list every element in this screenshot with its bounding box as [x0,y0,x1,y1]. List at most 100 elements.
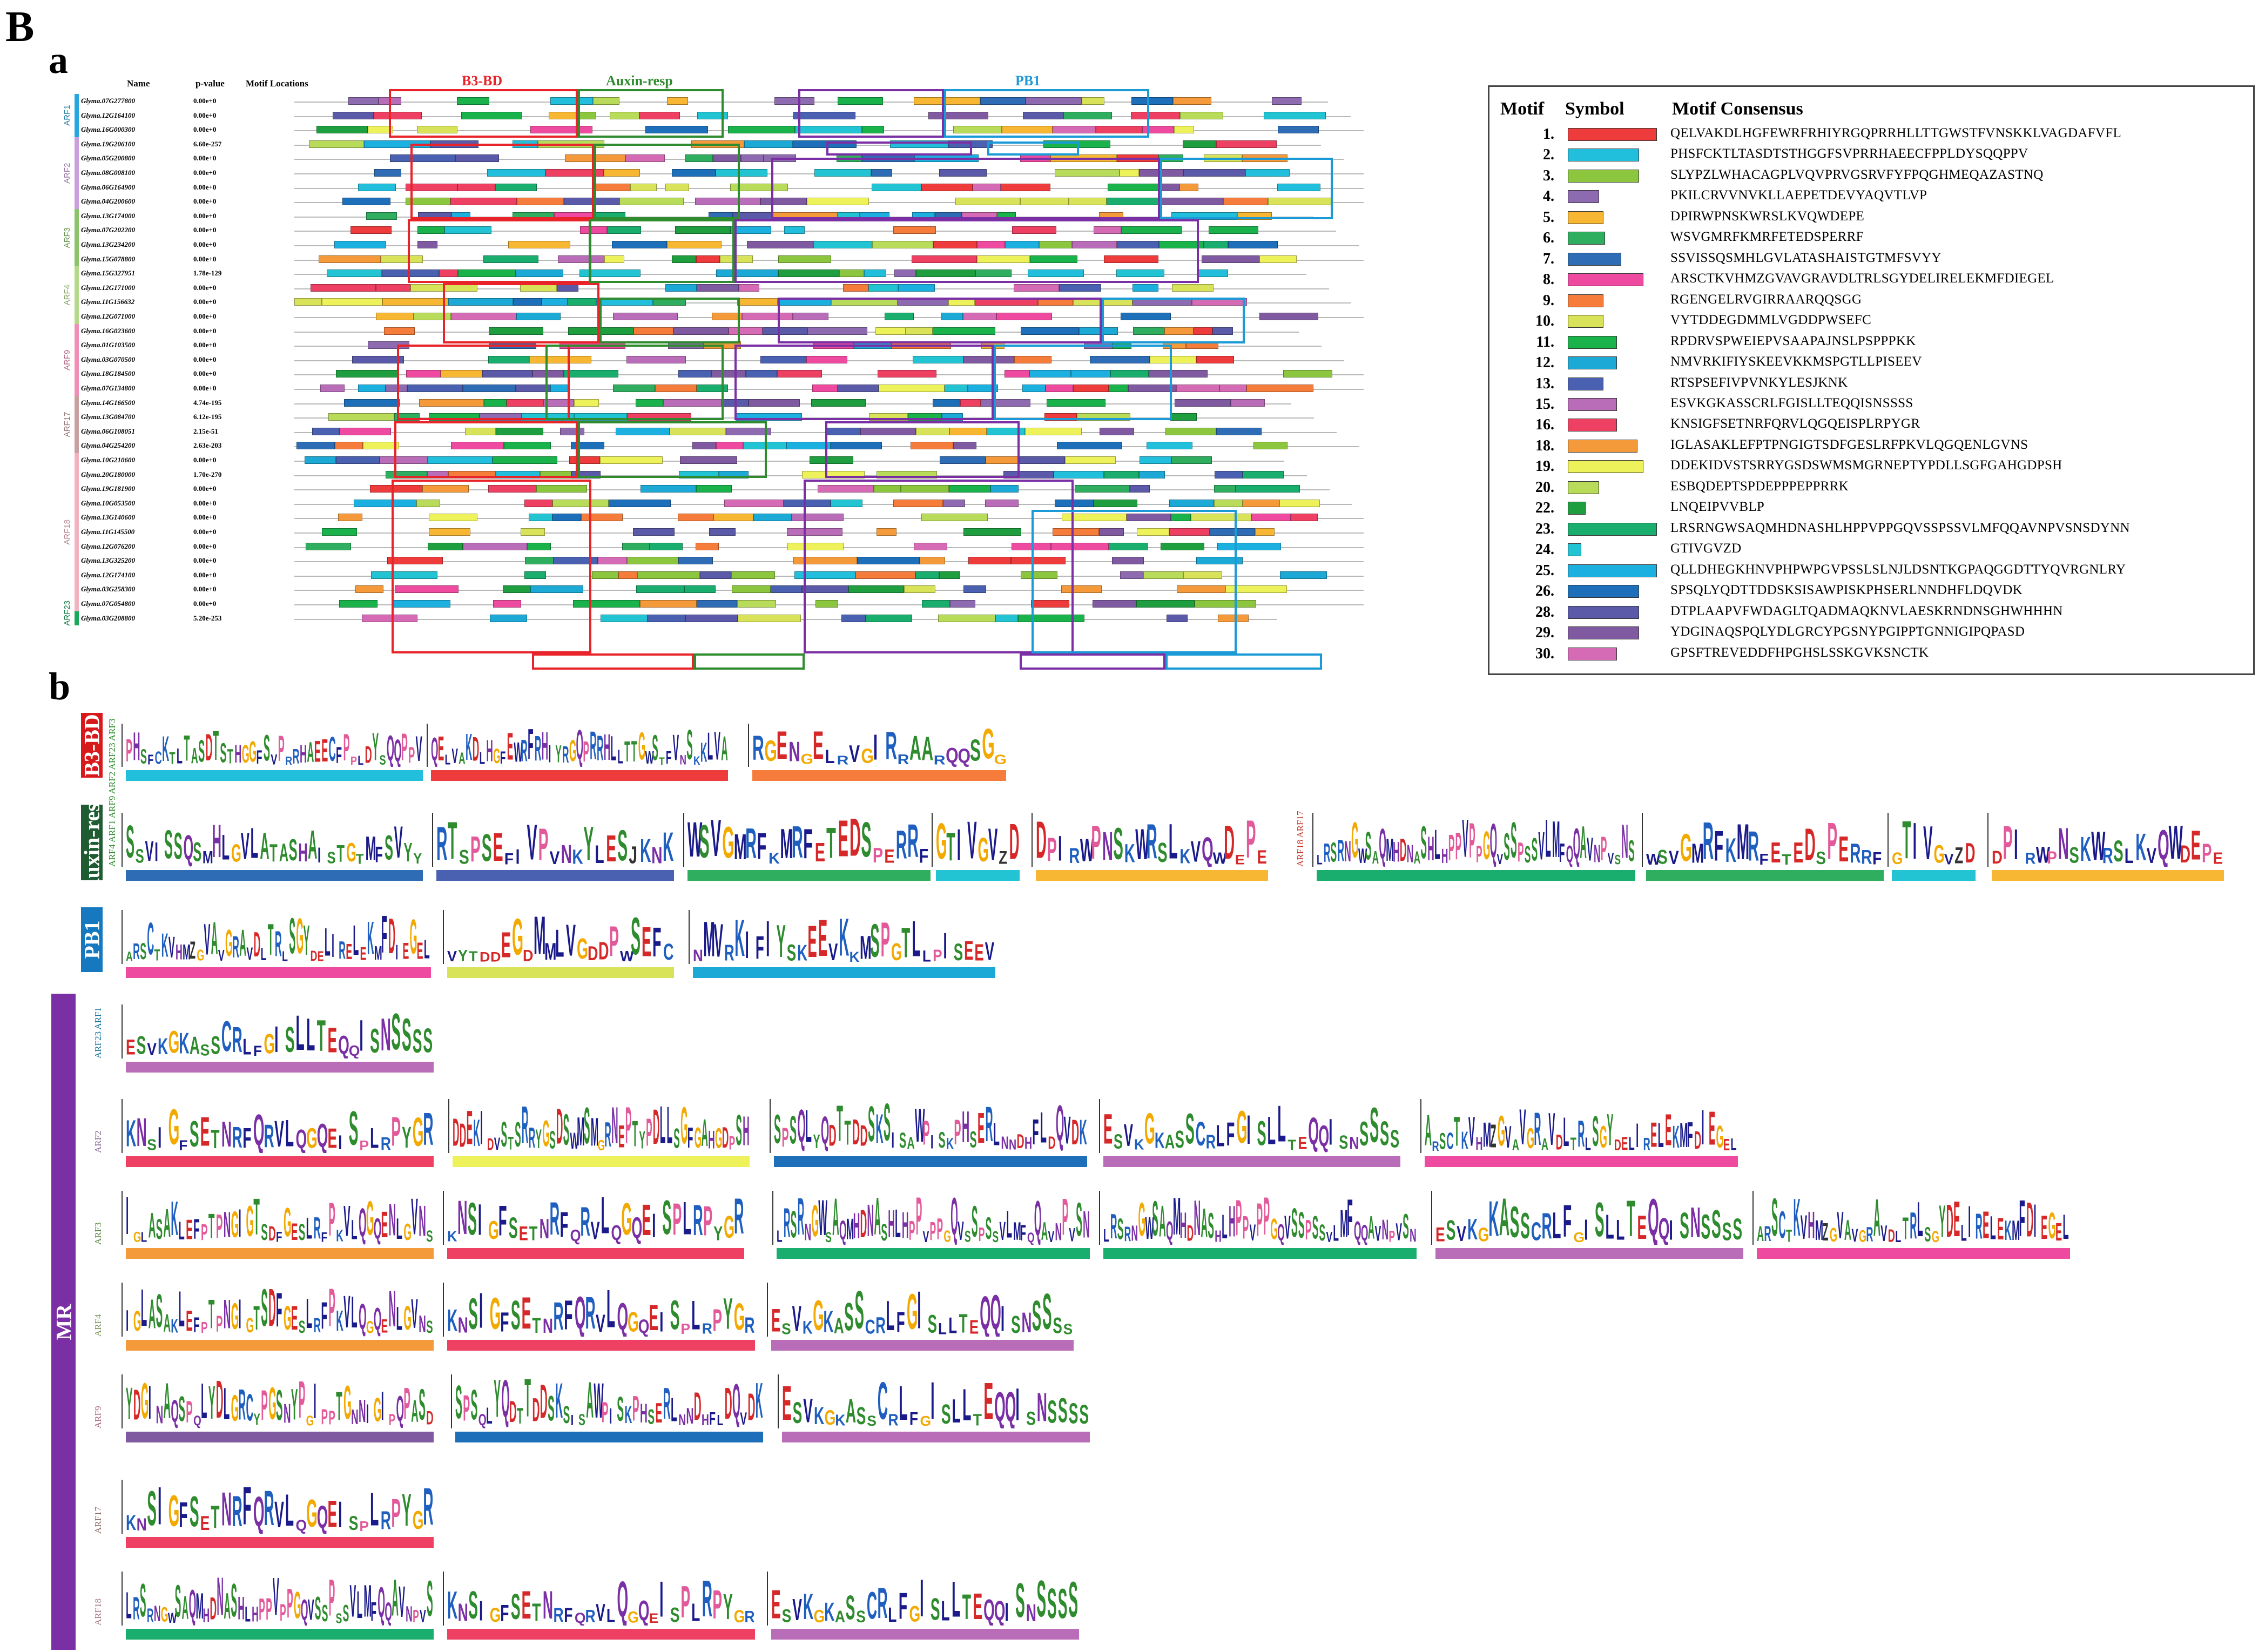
logo-letter: D [133,1380,141,1428]
logo-letter: M [1172,1191,1181,1245]
logo-letter: R [895,824,907,867]
logo-letter: G [715,1121,723,1153]
logo-letter: H [1441,844,1448,867]
gene-name: Glyma.19G181900 [81,484,136,493]
logo-letter: S [510,1292,521,1337]
logo-letter: N [1021,1306,1032,1337]
logo-letter: L [178,1216,185,1245]
logo-letter: S [220,738,227,767]
logo-letter: C [866,1584,878,1626]
logo-letter: C [1195,1116,1206,1153]
logo-letter: Q [394,733,402,767]
logo-letter: S [617,820,628,867]
motif-symbol [1568,377,1603,390]
motif-block [874,485,901,493]
motif-block [868,284,898,292]
domain-box [599,298,740,343]
logo-letter: L [126,1583,132,1626]
logo-letter: Q [1277,1218,1285,1245]
logo-letter: Z [1490,1118,1496,1153]
logo-letter: E [360,943,367,964]
motif-block [1063,111,1112,119]
logo-letter: P [1448,825,1455,867]
logo-letter: R [285,754,293,767]
motif-block [529,355,591,363]
logo-letter: G [920,1413,932,1428]
motif-block [1175,399,1231,407]
logo-letter: T [508,1132,514,1153]
logo-letter: K [367,912,374,964]
motif-block [872,183,921,191]
domain-box [825,421,1020,478]
motif-block [322,298,382,306]
logo-letter: S [508,1213,518,1245]
motif-block [1150,355,1196,363]
motif-block [920,557,945,565]
motif-block [737,298,778,306]
logo-letter: R [232,1121,242,1153]
motif-block [1031,600,1069,608]
motif-block [784,499,831,507]
motif-block [1204,241,1228,248]
logo-letter: G [268,1378,277,1428]
logo-letter: K [663,822,674,867]
logo-letter: K [769,849,780,867]
logo-letter: L [351,1214,358,1245]
logo-letter: H [298,838,308,867]
logo-letter: L [223,1378,230,1428]
logo-letter: V [958,1215,964,1245]
logo-letter: H [212,816,221,867]
logo-letter: S [467,1195,477,1245]
logo-letter: L [306,1290,313,1337]
motif-block [815,600,838,608]
logo-letter: S [868,1099,875,1153]
logo-letter: G [133,1229,141,1245]
logo-letter: S [1175,1127,1184,1153]
logo-letter: M [859,928,872,964]
motif-block [1251,514,1291,522]
logo-letter: H [1229,1195,1236,1245]
motif-block [713,154,741,163]
logo-letter: G [694,1121,702,1153]
logo-letter: L [1628,1134,1635,1153]
logo-letter: G [249,735,257,767]
domain-box [987,141,1079,156]
logo-letter: L [423,934,430,964]
logo-letter: T [1782,851,1791,867]
logo-letter: G [994,752,1007,767]
motif-consensus: LRSRNGWSAQMHDNASHLHPPVPPGQVSSPSSVLMFQQAV… [1670,520,2130,535]
logo-letter: G [2048,1205,2056,1245]
logo-letter: L [1267,1110,1276,1153]
logo-letter: A [148,1205,156,1245]
logo-letter: Q [990,1284,1001,1337]
logo-motif-bar [126,770,423,781]
gene-name: Glyma.05G200800 [81,154,136,163]
logo-letter: K [447,1229,457,1245]
logo-letter: T [469,948,478,964]
motif-symbol [1568,502,1586,515]
logo-letter: E [321,733,328,767]
logo-letter: S [198,734,205,767]
logo-letter: W [167,1609,177,1626]
motif-block [680,456,737,464]
motif-block [1280,571,1327,579]
logo-letter: W [1135,820,1150,867]
logo-letter: K [447,1303,458,1337]
logo-letter: P [350,754,357,767]
logo-letter: S [1057,1580,1068,1626]
motif-block [1164,327,1194,335]
motif-block [429,514,477,522]
motif-block [1093,600,1136,608]
logo-letter: H [1215,1226,1222,1245]
logo-letter: P [872,844,884,867]
logo-letter: F [1562,1196,1572,1245]
logo-letter: S [1208,1204,1214,1245]
logo-letter: E [493,824,503,867]
logo-letter: V [1851,1225,1858,1245]
domain-box [798,89,944,138]
motif-block [911,442,953,450]
motif-consensus: ARSCTKVHMZGVAVGRAVDLTRLSGYDELIRELEKMFDIE… [1670,271,2054,286]
logo-letter: D [253,925,261,964]
